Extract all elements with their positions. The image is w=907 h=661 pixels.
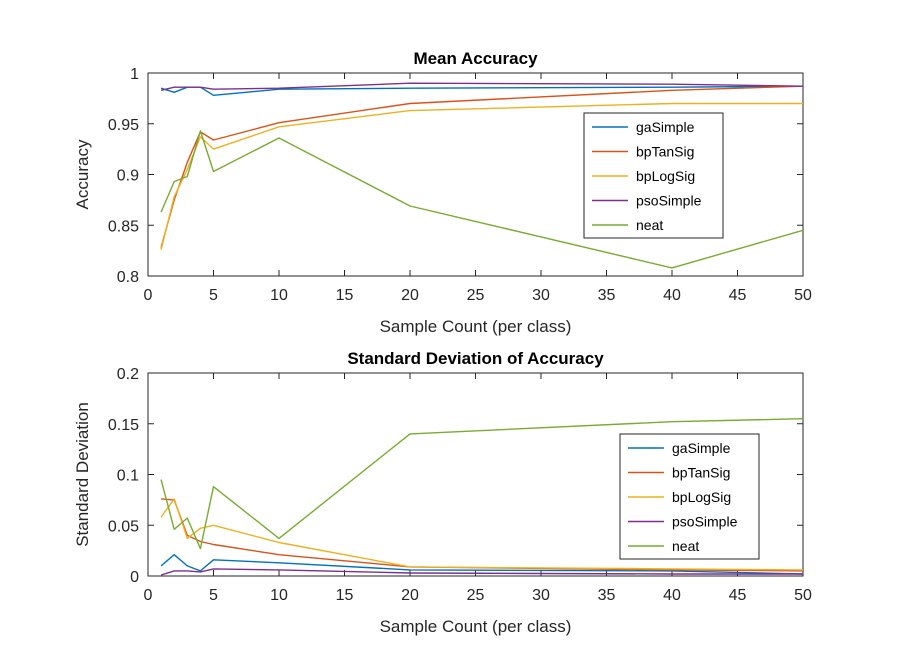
series-line-bpLogSig — [160, 498, 804, 571]
x-tick-label: 45 — [729, 587, 747, 604]
series-line-psoSimple — [160, 82, 804, 91]
x-tick-label: 40 — [663, 587, 681, 604]
legend-label-gaSimple: gaSimple — [672, 440, 731, 456]
series-line-bpLogSig — [160, 102, 803, 250]
x-tick-label: 45 — [729, 287, 747, 304]
y-tick-label: 0.2 — [117, 366, 139, 383]
x-tick-label: 5 — [209, 287, 218, 304]
x-tick-label: 50 — [794, 287, 812, 304]
legend-label-psoSimple: psoSimple — [636, 193, 702, 209]
legend-label-bpTanSig: bpTanSig — [672, 465, 730, 481]
legend-label-gaSimple: gaSimple — [636, 119, 695, 135]
chart-title: Mean Accuracy — [413, 49, 538, 68]
x-tick-label: 0 — [144, 587, 153, 604]
x-tick-label: 0 — [144, 287, 153, 304]
x-tick-label: 20 — [401, 587, 419, 604]
legend-label-bpLogSig: bpLogSig — [672, 489, 731, 505]
y-tick-label: 0 — [130, 569, 139, 586]
legend-label-neat: neat — [636, 217, 663, 233]
x-tick-label: 25 — [467, 587, 485, 604]
legend-label-psoSimple: psoSimple — [672, 514, 738, 530]
legend: gaSimple bpTanSig bpLogSig psoSimple neat — [619, 433, 760, 560]
x-tick-label: 50 — [794, 587, 812, 604]
x-axis-label: Sample Count (per class) — [380, 317, 572, 336]
y-axis-label: Standard Deviation — [73, 402, 92, 547]
series-line-gaSimple — [160, 85, 804, 97]
x-tick-label: 25 — [467, 287, 485, 304]
y-tick-label: 0.8 — [117, 269, 139, 286]
chart-panel-1: 0 5 10 15 20 25 30 35 40 45 50 0.8 0.85 0.9 0.95 1 Mean … — [73, 49, 812, 336]
x-tick-label: 40 — [663, 287, 681, 304]
series-line-psoSimple — [160, 568, 803, 576]
series-line-neat — [160, 418, 804, 550]
x-tick-label: 30 — [532, 287, 550, 304]
y-tick-label: 0.1 — [117, 468, 139, 485]
legend: gaSimple bpTanSig bpLogSig psoSimple neat — [583, 112, 724, 239]
legend-label-bpTanSig: bpTanSig — [636, 144, 694, 160]
y-axis-label: Accuracy — [73, 139, 92, 209]
y-tick-label: 0.15 — [108, 417, 139, 434]
x-tick-label: 35 — [598, 287, 616, 304]
y-tick-label: 0.9 — [117, 168, 139, 185]
x-tick-label: 15 — [336, 287, 354, 304]
x-tick-label: 15 — [336, 587, 354, 604]
x-tick-label: 10 — [270, 287, 288, 304]
x-tick-label: 10 — [270, 587, 288, 604]
chart-panel-2: 0 5 10 15 20 25 30 35 40 45 50 0 0.05 0.1 0.15 0.2 Stand… — [73, 349, 812, 636]
y-tick-label: 0.85 — [108, 218, 139, 235]
legend-label-neat: neat — [672, 538, 699, 554]
x-tick-label: 20 — [401, 287, 419, 304]
y-tick-label: 1 — [130, 66, 139, 83]
y-tick-label: 0.95 — [108, 117, 139, 134]
x-tick-label: 35 — [598, 587, 616, 604]
x-tick-label: 5 — [209, 587, 218, 604]
chart-title: Standard Deviation of Accuracy — [347, 349, 604, 368]
series-line-neat — [160, 130, 804, 269]
series-line-gaSimple — [160, 554, 804, 575]
legend-label-bpLogSig: bpLogSig — [636, 168, 695, 184]
x-tick-label: 30 — [532, 587, 550, 604]
y-tick-label: 0.05 — [108, 518, 139, 535]
x-axis-label: Sample Count (per class) — [380, 617, 572, 636]
